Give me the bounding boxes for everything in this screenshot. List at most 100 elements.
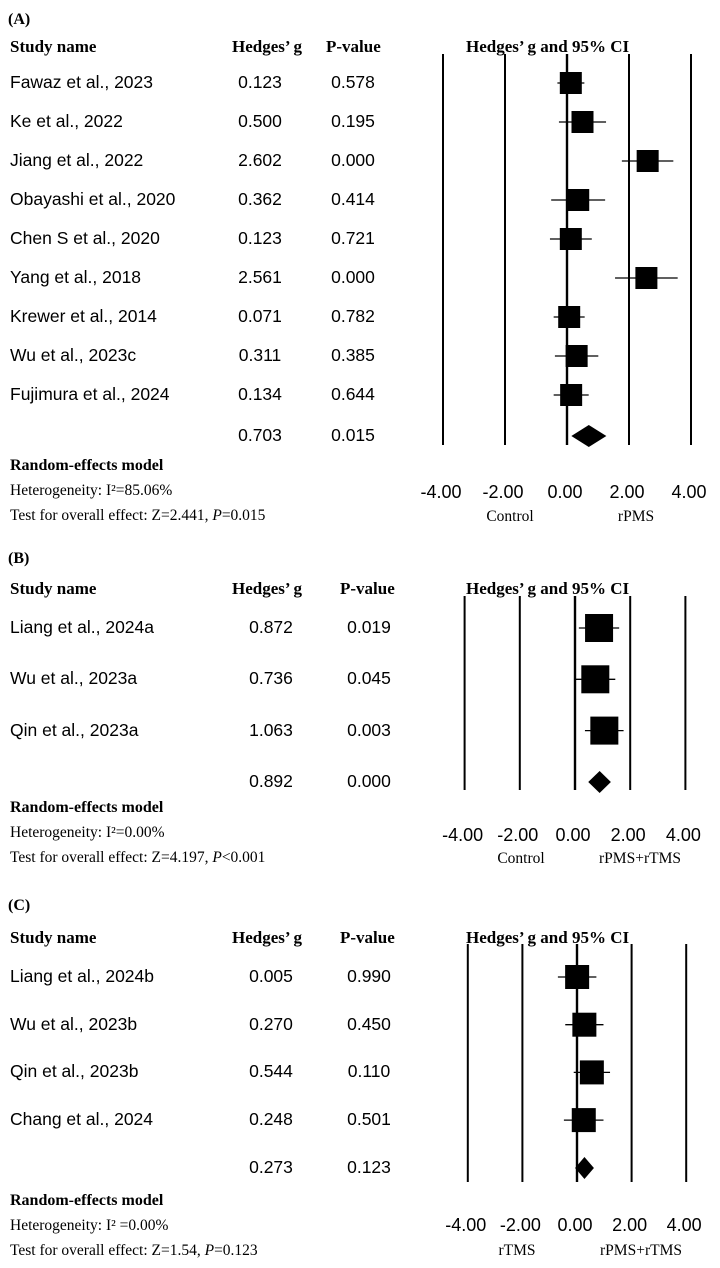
study-p-value: 0.000	[331, 267, 375, 287]
right-direction-label: rPMS	[617, 508, 655, 525]
study-hedges-g: 0.123	[238, 228, 282, 248]
tick-label: -4.00	[420, 482, 462, 502]
header-p-value: P-value	[340, 579, 395, 598]
study-name: Chang et al., 2024	[10, 1109, 154, 1130]
study-hedges-g: 0.362	[238, 189, 282, 209]
model-label: Random-effects model	[10, 799, 164, 816]
study-p-value: 0.003	[347, 719, 391, 740]
study-p-value: 0.110	[347, 1061, 391, 1082]
study-name: Obayashi et al., 2020	[10, 189, 176, 209]
tick-label: -2.00	[482, 482, 524, 502]
study-hedges-g: 0.311	[238, 345, 282, 365]
overall-effect-prefix: Test for overall effect: Z=4.197,	[10, 849, 213, 866]
study-name: Wu et al., 2023a	[10, 668, 138, 689]
study-name: Krewer et al., 2014	[10, 306, 157, 326]
tick-label: 4.00	[671, 482, 707, 502]
study-hedges-g: 0.872	[249, 617, 293, 637]
summary-p-value: 0.015	[331, 425, 375, 445]
effect-square	[590, 716, 619, 745]
header-ci: Hedges’ g and 95% CI	[466, 579, 630, 598]
panel-label: (B)	[8, 550, 30, 567]
effect-square	[585, 614, 614, 642]
effect-square	[565, 345, 588, 367]
overall-effect-p: P	[212, 849, 222, 866]
right-direction-label: rPMS+rTMS	[599, 850, 681, 867]
study-name: Qin et al., 2023a	[10, 719, 139, 740]
effect-square	[572, 1012, 597, 1037]
study-p-value: 0.385	[331, 345, 375, 365]
summary-p-value: 0.000	[347, 771, 391, 791]
overall-effect-prefix: Test for overall effect: Z=1.54,	[10, 1242, 205, 1259]
model-label: Random-effects model	[10, 457, 164, 474]
summary-hedges-g: 0.892	[249, 771, 293, 791]
header-p-value: P-value	[340, 928, 395, 947]
tick-label: -4.00	[445, 1215, 487, 1235]
study-hedges-g: 1.063	[249, 719, 293, 740]
study-p-value: 0.644	[331, 384, 375, 404]
study-p-value: 0.501	[347, 1109, 391, 1130]
study-hedges-g: 0.544	[249, 1061, 293, 1082]
study-hedges-g: 0.248	[249, 1109, 293, 1130]
effect-square	[571, 1108, 596, 1133]
tick-label: -4.00	[442, 825, 484, 845]
tick-label: 4.00	[666, 1215, 702, 1235]
summary-hedges-g: 0.703	[238, 425, 282, 445]
overall-effect-p-value: =0.015	[221, 507, 266, 524]
tick-label: -2.00	[499, 1215, 541, 1235]
model-label: Random-effects model	[10, 1192, 164, 1209]
study-p-value: 0.045	[347, 668, 391, 689]
summary-hedges-g: 0.273	[249, 1157, 293, 1177]
study-hedges-g: 0.005	[249, 966, 293, 986]
study-p-value: 0.414	[331, 189, 375, 209]
left-direction-label: rTMS	[498, 1242, 536, 1259]
tick-label: 4.00	[665, 825, 701, 845]
header-ci: Hedges’ g and 95% CI	[466, 37, 630, 56]
effect-square	[581, 665, 610, 694]
study-hedges-g: 2.602	[238, 150, 282, 170]
effect-square	[635, 267, 658, 289]
overall-effect-p: P	[204, 1242, 215, 1259]
left-direction-label: Control	[486, 508, 534, 525]
overall-effect: Test for overall effect: Z=2.441, P=0.01…	[10, 508, 265, 524]
study-hedges-g: 2.561	[238, 267, 282, 287]
summary-diamond	[571, 425, 607, 447]
study-p-value: 0.782	[331, 306, 375, 326]
tick-label: 0.00	[557, 1215, 593, 1235]
study-name: Jiang et al., 2022	[10, 150, 144, 170]
study-name: Yang et al., 2018	[10, 267, 142, 287]
study-p-value: 0.578	[331, 72, 375, 92]
panel-label: (A)	[8, 11, 31, 28]
heterogeneity: Heterogeneity: I²=85.06%	[10, 482, 173, 499]
study-name: Chen S et al., 2020	[10, 228, 160, 248]
effect-square	[636, 150, 659, 172]
study-p-value: 0.990	[347, 966, 391, 986]
tick-label: 2.00	[609, 482, 645, 502]
overall-effect-p-value: =0.123	[214, 1242, 258, 1259]
header-ci: Hedges’ g and 95% CI	[466, 928, 630, 947]
study-name: Fawaz et al., 2023	[10, 72, 153, 92]
study-p-value: 0.721	[331, 228, 375, 248]
panel-label: (C)	[8, 897, 31, 914]
study-hedges-g: 0.270	[249, 1013, 293, 1034]
overall-effect-p-value: <0.001	[221, 849, 266, 866]
header-hedges-g: Hedges’ g	[232, 37, 303, 56]
effect-square	[558, 306, 581, 328]
study-hedges-g: 0.736	[249, 668, 293, 689]
header-study-name: Study name	[10, 928, 97, 947]
left-direction-label: Control	[497, 850, 545, 867]
overall-effect-prefix: Test for overall effect: Z=2.441,	[10, 507, 213, 524]
overall-effect: Test for overall effect: Z=4.197, P<0.00…	[10, 850, 265, 866]
right-direction-label: rPMS+rTMS	[600, 1242, 682, 1259]
study-hedges-g: 0.123	[238, 72, 282, 92]
study-name: Qin et al., 2023b	[10, 1061, 139, 1082]
study-hedges-g: 0.500	[238, 111, 282, 131]
study-hedges-g: 0.071	[238, 306, 282, 326]
overall-effect-p: P	[212, 507, 222, 524]
study-name: Liang et al., 2024b	[10, 966, 155, 986]
effect-square	[559, 72, 582, 94]
effect-square	[559, 228, 582, 250]
effect-square	[560, 384, 583, 406]
study-hedges-g: 0.134	[238, 384, 282, 404]
header-hedges-g: Hedges’ g	[232, 579, 303, 598]
